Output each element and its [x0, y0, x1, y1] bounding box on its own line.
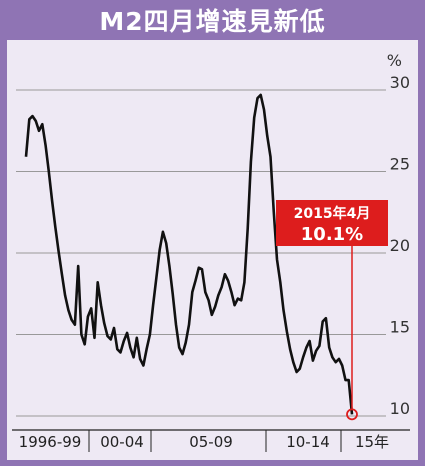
title-bar: M2四月增速見新低: [0, 0, 425, 40]
x-tick-label: 15年: [355, 433, 389, 451]
y-tick-label: 15: [390, 318, 410, 337]
y-tick-label: 20: [390, 236, 410, 255]
gridlines: [16, 89, 386, 417]
y-tick-label: 10: [390, 399, 410, 418]
annotation-date: 2015年4月: [293, 206, 371, 222]
x-axis: 1996-99 00-04 05-09 10-14 15年: [12, 429, 410, 452]
series-group: [24, 93, 354, 415]
annotation-circle: [346, 408, 358, 421]
chart-title: M2四月增速見新低: [99, 7, 326, 36]
m2-growth-line: [24, 93, 354, 415]
y-axis: % 30 25 20 15 10: [387, 51, 410, 418]
x-tick-label: 10-14: [286, 433, 330, 451]
y-tick-label: 25: [390, 155, 410, 174]
x-tick-label: 05-09: [189, 433, 233, 451]
y-axis-unit-label: %: [387, 51, 402, 70]
annotation-callout: 2015年4月 10.1%: [276, 200, 388, 246]
x-tick-label: 00-04: [100, 433, 144, 451]
x-tick-label: 1996-99: [19, 433, 82, 451]
y-tick-label: 30: [390, 73, 410, 92]
annotation-marker: [346, 246, 358, 421]
annotation-value: 10.1%: [300, 224, 364, 245]
